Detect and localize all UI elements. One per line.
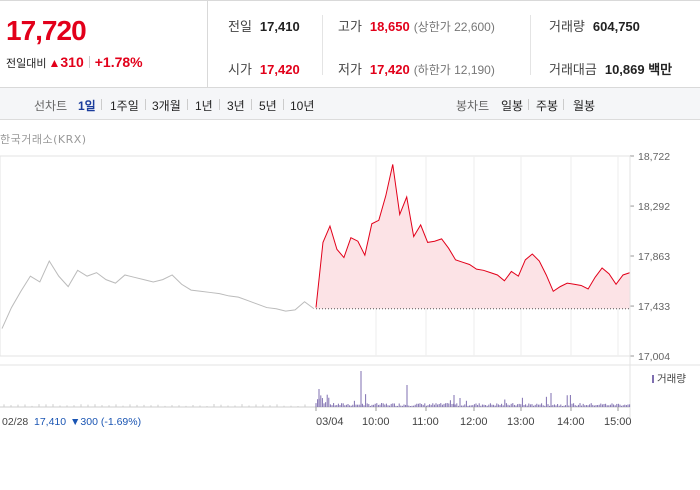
tab-daily[interactable]: 일봉 [501,99,524,113]
x-tick-label: 11:00 [412,416,439,428]
divider [219,99,220,110]
chart-svg: 18,722 18,292 17,863 17,433 17,004 거래량 03/04 10… [0,151,700,428]
x-tick-label: 10:00 [362,416,390,428]
volume-label: 거래량 [549,19,585,34]
tab-monthly[interactable]: 월봉 [573,99,596,113]
tab-1d[interactable]: 1일 [78,99,96,113]
tab-3y[interactable]: 3년 [227,99,245,113]
divider [530,15,531,75]
upper-limit: (상한가 22,600) [413,20,495,34]
price-box: 17,720 전일대비 ▲310 +1.78% [0,1,208,88]
change-percent: +1.78% [94,54,143,70]
low-label: 저가 [338,62,362,77]
y-tick-label: 17,004 [638,351,670,363]
change-amount: 310 [60,54,84,70]
x-tick-label: 14:00 [557,416,585,428]
open-value: 17,420 [259,62,300,77]
turnover-label: 거래대금 [549,62,597,77]
high-price: 고가 18,650 (상한가 22,600) [338,16,495,35]
source-label: 한국거래소(KRX) [0,133,87,146]
turnover-value: 10,869 백만 [604,62,673,77]
divider [101,99,102,110]
current-price: 17,720 [6,15,87,46]
candle-chart-label: 봉차트 [456,99,490,113]
tab-5y[interactable]: 5년 [259,99,277,113]
prev-close-label: 전일 [228,19,252,34]
quote-panel: 17,720 전일대비 ▲310 +1.78% 전일 17,410 시가 17,420 … [0,0,700,88]
y-tick-label: 17,433 [638,301,670,313]
volume-legend-swatch [652,375,654,383]
prev-close-value: 17,410 [259,19,300,34]
y-tick-label: 18,292 [638,201,670,213]
x-tick-label: 03/04 [316,416,344,428]
open-label: 시가 [228,62,252,77]
x-tick-label: 12:00 [460,416,488,428]
divider [251,99,252,110]
y-tick-label: 18,722 [638,151,670,163]
y-tick-label: 17,863 [638,251,670,263]
tab-1w[interactable]: 1주일 [110,99,139,113]
price-chart: 한국거래소(KRX) 18,722 18,292 17,863 17,433 17,00… [0,120,700,490]
tab-weekly[interactable]: 주봉 [536,99,559,113]
tab-1y[interactable]: 1년 [195,99,213,113]
chart-period-tabs: 선차트 1일 1주일 3개월 1년 3년 5년 10년 봉차트 일봉 주봉 월봉 [0,88,700,120]
low-price: 저가 17,420 (하한가 12,190) [338,59,495,78]
plot-frame [0,155,631,357]
divider [88,56,90,68]
volume-value: 604,750 [592,19,640,34]
x-tick-label: 15:00 [604,416,632,428]
divider [145,99,146,110]
tab-3m[interactable]: 3개월 [152,99,181,113]
turnover: 거래대금 10,869 백만 [549,59,672,78]
lower-limit: (하한가 12,190) [413,63,495,77]
change-row: 전일대비 ▲310 +1.78% [6,54,143,71]
high-value: 18,650 [369,19,410,34]
divider [322,15,323,75]
volume: 거래량 604,750 [549,16,640,35]
divider [528,99,529,110]
prev-close-label: 17,410 [34,416,66,428]
line-chart-label: 선차트 [34,99,68,113]
divider [187,99,188,110]
volume-legend-label: 거래량 [657,373,686,385]
divider [283,99,284,110]
today-area-fill [316,164,630,309]
high-label: 고가 [338,19,362,34]
open-price: 시가 17,420 [228,59,300,78]
divider [563,99,564,110]
up-arrow-icon: ▲ [48,56,61,70]
change-label: 전일대비 [6,58,47,70]
prev-day-series [1,259,315,329]
prev-date-label: 02/28 [2,416,28,428]
low-value: 17,420 [369,62,410,77]
today-price-series [315,164,631,308]
prev-close: 전일 17,410 [228,16,300,35]
prev-change-label: ▼300 (-1.69%) [70,416,141,428]
tab-10y[interactable]: 10년 [290,99,315,113]
x-tick-label: 13:00 [507,416,535,428]
